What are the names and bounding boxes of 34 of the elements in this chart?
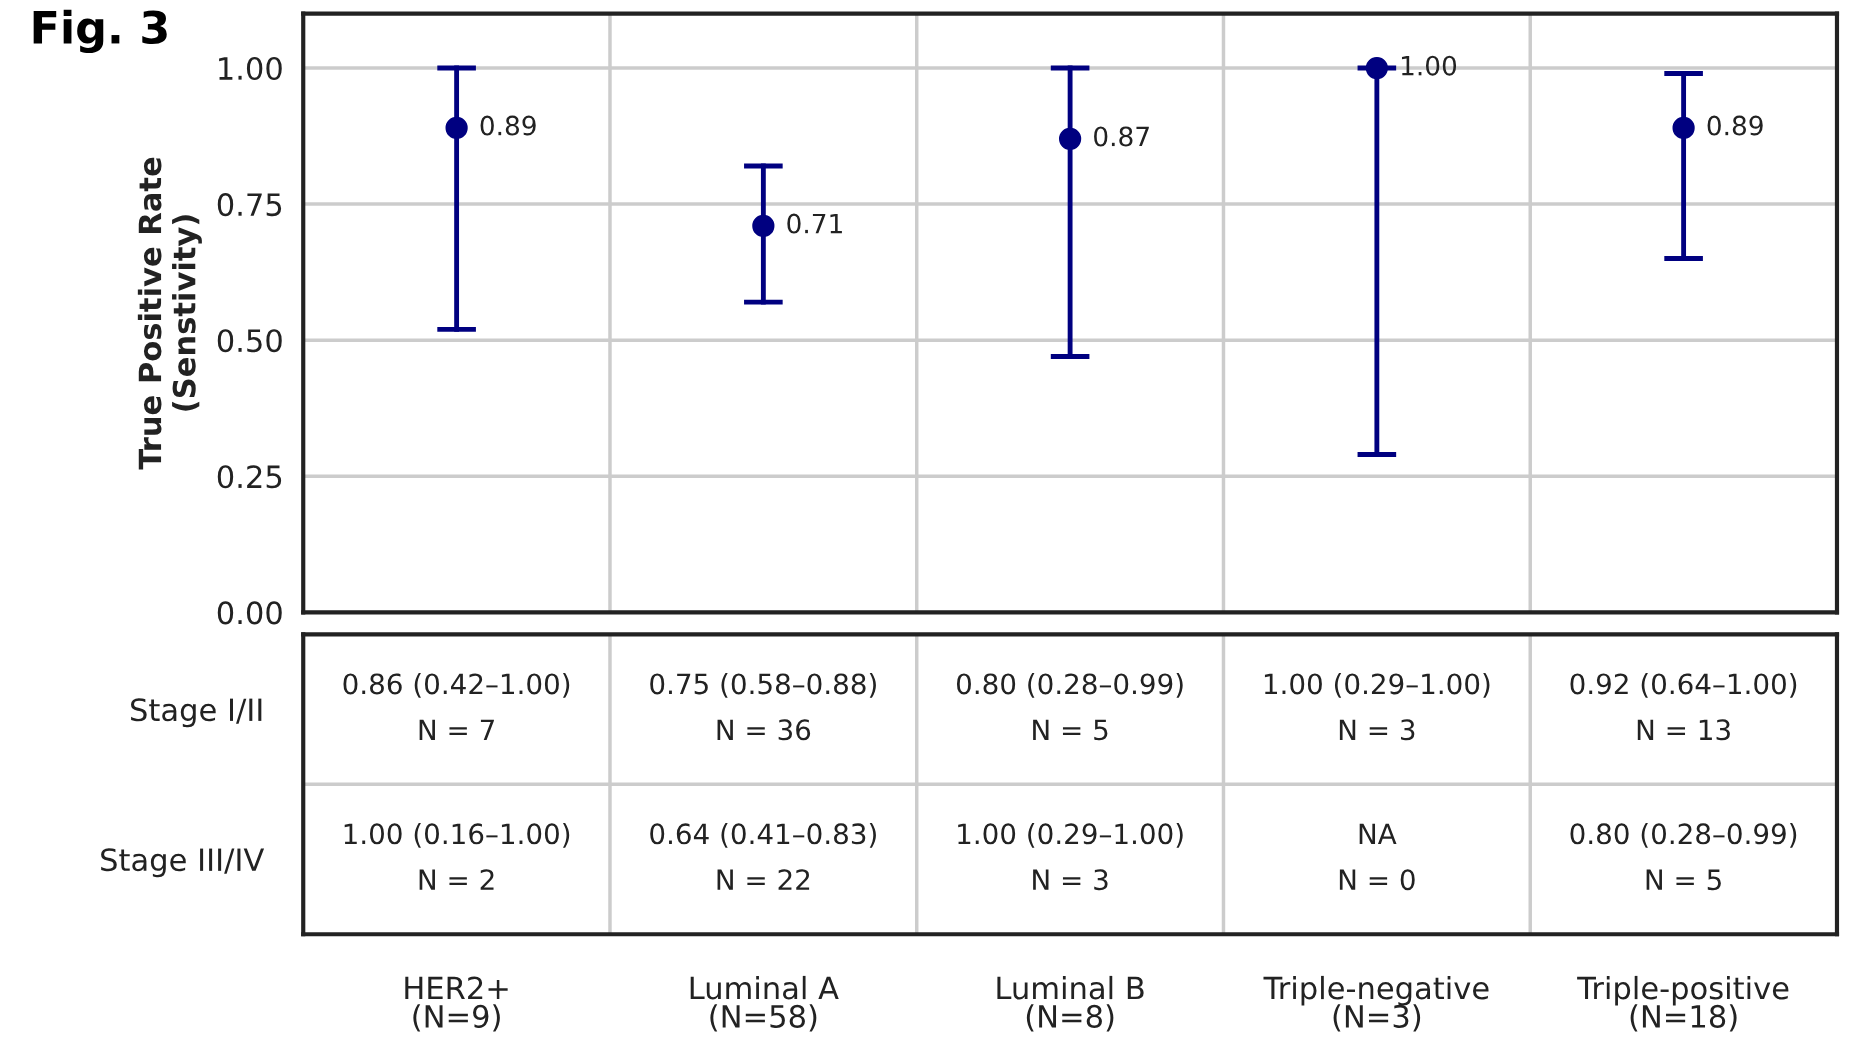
text: 1.00 (0.29–1.00) N = 3	[958, 822, 1183, 891]
text: 1.00 (0.16–1.00) N = 2	[344, 822, 570, 890]
text: 0.86 (0.42–1.00) N = 7	[343, 672, 570, 740]
data-label: 0.89	[1707, 115, 1763, 136]
category-label: Triple-positive (N=18)	[1577, 975, 1789, 1032]
data-label: 0.71	[787, 213, 842, 234]
data-label: 1.00	[1401, 55, 1457, 76]
point	[1365, 56, 1388, 80]
point	[1058, 127, 1082, 150]
data-label: 0.87	[1094, 126, 1149, 147]
y-tick-label: 0.50	[217, 329, 282, 353]
category-label: Stage I/II	[131, 698, 262, 728]
y-tick-label: 0.00	[217, 601, 282, 625]
category-label: Luminal A (N=58)	[690, 975, 839, 1032]
text: 0.80 (0.28–0.99) N = 5	[1570, 822, 1797, 891]
text: NA N = 0	[1339, 823, 1415, 891]
point	[445, 116, 468, 140]
category-label: Stage III/IV	[101, 848, 265, 878]
text: 0.80 (0.28–0.99) N = 5	[956, 672, 1183, 741]
point	[1672, 116, 1695, 140]
category-label: HER2+ (N=9)	[405, 976, 508, 1032]
chart-title: Fig. 3	[33, 9, 167, 54]
text: 1.00 (0.29–1.00) N = 3	[1264, 672, 1490, 741]
category-label: Triple-negative (N=3)	[1263, 975, 1489, 1032]
y-tick-label: 0.75	[217, 193, 282, 217]
point	[752, 214, 775, 237]
text: 0.75 (0.58–0.88) N = 36	[650, 672, 876, 741]
text: 0.92 (0.64–1.00) N = 13	[1570, 672, 1797, 741]
y-axis-title: True Positive Rate (Senstivity)	[137, 157, 202, 470]
category-label: Luminal B (N=8)	[997, 975, 1144, 1032]
text: 0.64 (0.41–0.83) N = 22	[650, 822, 876, 890]
y-tick-label: 0.25	[217, 465, 282, 489]
data-label: 0.89	[480, 115, 536, 136]
y-tick-label: 1.00	[219, 56, 282, 81]
